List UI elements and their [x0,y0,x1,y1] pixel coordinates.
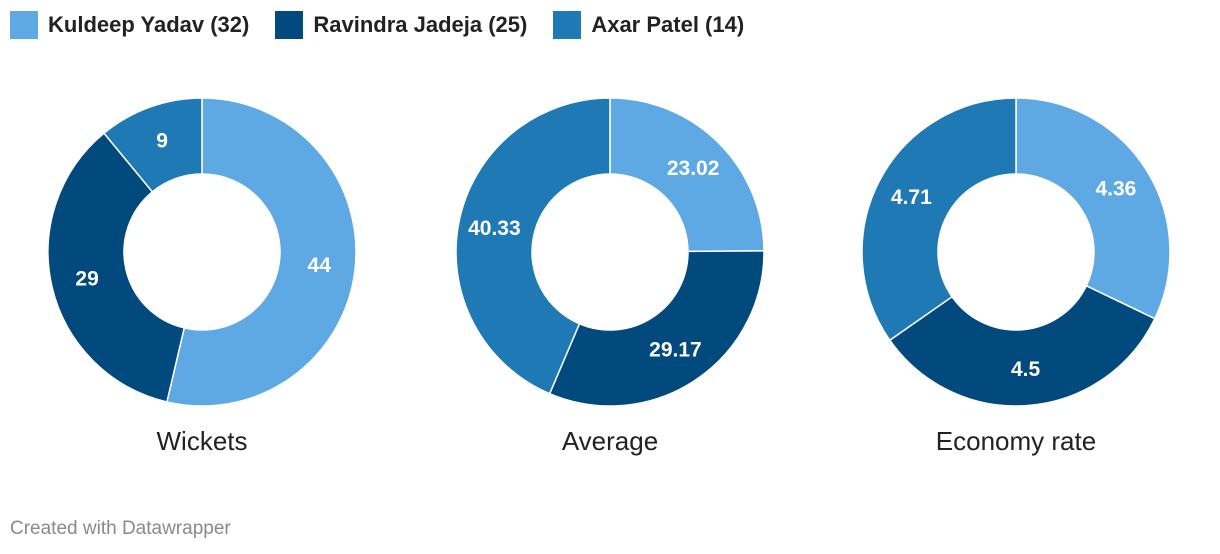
slice-economy-rate-ravindra-jadeja-25 [888,284,1156,407]
slice-average-kuldeep-yadav-32 [609,97,765,253]
legend-label-kuldeep-yadav: Kuldeep Yadav (32) [48,12,250,37]
slice-economy-rate-kuldeep-yadav-32 [1015,97,1171,320]
slice-label-wickets-axar-patel-14: 9 [156,129,168,152]
legend-item-ravindra-jadeja: Ravindra Jadeja (25) [275,11,527,39]
slice-label-economy-rate-axar-patel-14: 4.71 [891,186,932,209]
slice-wickets-axar-patel-14 [102,97,203,193]
slice-label-economy-rate-kuldeep-yadav-32: 4.36 [1095,178,1136,201]
legend-swatch-ravindra-jadeja [275,11,304,39]
slice-label-average-axar-patel-14: 40.33 [468,217,521,240]
slice-label-average-ravindra-jadeja-25: 29.17 [649,339,702,362]
slice-average-ravindra-jadeja-25 [548,250,765,407]
slice-label-wickets-kuldeep-yadav-32: 44 [308,254,332,277]
donut-average: 23.02 29.17 40.33 [455,97,765,407]
slice-wickets-ravindra-jadeja-25 [47,132,186,403]
footer-credit: Created with Datawrapper [10,518,231,539]
slice-label-economy-rate-ravindra-jadeja-25: 4.5 [1011,358,1041,381]
legend-item-kuldeep-yadav: Kuldeep Yadav (32) [10,11,249,39]
chart-title-economy-rate: Economy rate [936,426,1096,456]
legend-label-ravindra-jadeja: Ravindra Jadeja (25) [313,12,528,37]
legend-swatch-axar-patel [553,11,582,39]
chart-title-wickets: Wickets [157,426,248,456]
legend-swatch-kuldeep-yadav [10,11,38,39]
legend-label-axar-patel: Axar Patel (14) [591,12,745,37]
slice-label-average-kuldeep-yadav-32: 23.02 [667,157,720,180]
donut-wickets: 44 29 9 [47,97,357,407]
slice-label-wickets-ravindra-jadeja-25: 29 [75,267,98,290]
slice-average-axar-patel-14 [455,97,611,395]
legend: Kuldeep Yadav (32) Ravindra Jadeja (25) … [10,10,770,40]
slice-economy-rate-axar-patel-14 [861,97,1017,342]
legend-item-axar-patel: Axar Patel (14) [553,11,744,39]
slice-wickets-kuldeep-yadav-32 [166,97,357,407]
chart-title-average: Average [562,426,658,456]
donut-economy-rate: 4.36 4.5 4.71 [861,97,1171,407]
